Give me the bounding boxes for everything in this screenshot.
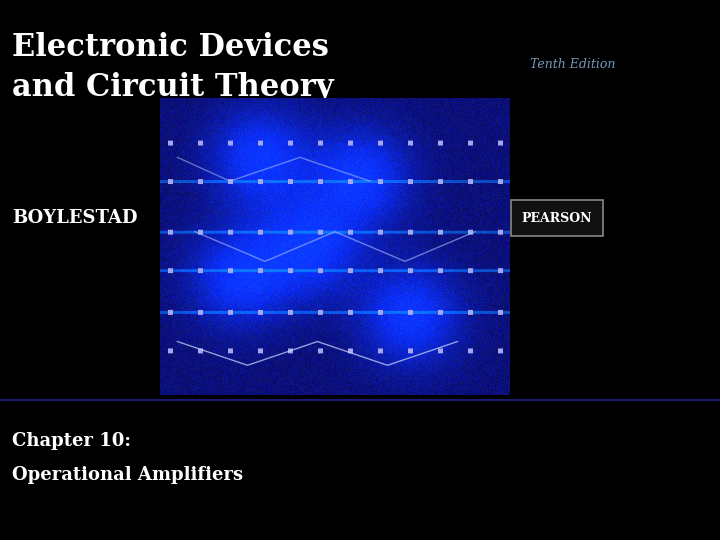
Text: Chapter 10:: Chapter 10: [12, 432, 131, 450]
Text: Operational Amplifiers: Operational Amplifiers [12, 466, 243, 484]
Text: and Circuit Theory: and Circuit Theory [12, 72, 333, 103]
Text: Electronic Devices: Electronic Devices [12, 32, 329, 63]
Text: PEARSON: PEARSON [522, 212, 593, 225]
Text: BOYLESTAD: BOYLESTAD [12, 209, 138, 227]
FancyBboxPatch shape [511, 200, 603, 236]
Text: Tenth Edition: Tenth Edition [530, 58, 616, 71]
